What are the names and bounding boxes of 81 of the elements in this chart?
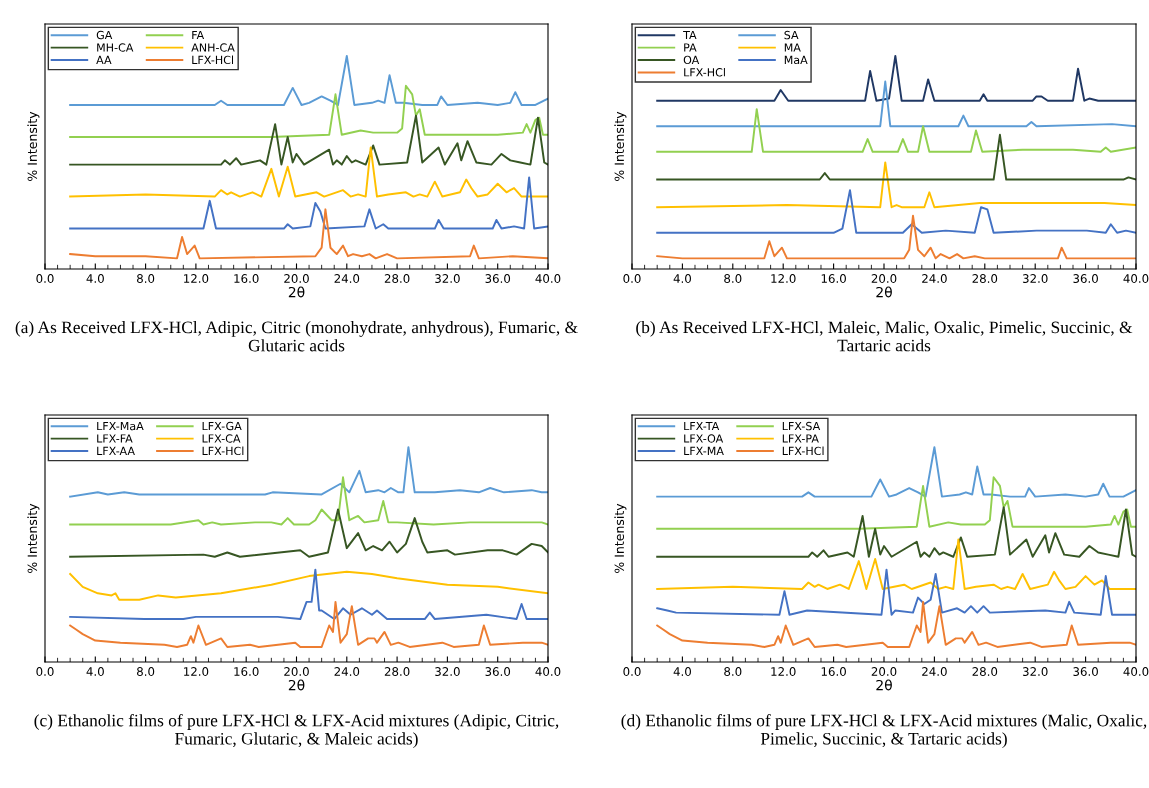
- x-tick-label: 40.0: [535, 667, 561, 676]
- y-axis-title: % Intensity: [614, 111, 627, 181]
- text: (b) As Received LFX-HCl, Maleic, Malic, Oxalic, Pimelic, Succinic, & Tartaric acids: [636, 321, 1133, 352]
- legend-label: MA: [784, 43, 801, 52]
- x-tick-label: 28.0: [384, 667, 410, 676]
- x-tick-label: 40.0: [1123, 274, 1149, 283]
- x-axis-title: 2θ: [876, 679, 892, 691]
- x-tick-label: 0.0: [36, 667, 54, 676]
- legend-label: MH-CA: [97, 43, 134, 52]
- legend-label: SA: [784, 30, 799, 40]
- x-tick-label: 4.0: [673, 667, 691, 676]
- legend-label: LFX-SA: [782, 421, 821, 431]
- legend-label: LFX-HCl: [782, 446, 824, 456]
- x-tick-label: 36.0: [1073, 667, 1098, 676]
- legend-label: LFX-CA: [202, 434, 241, 443]
- legend-label: LFX-TA: [684, 422, 720, 431]
- x-tick-label: 36.0: [485, 274, 511, 283]
- x-tick-label: 24.0: [334, 667, 360, 676]
- x-tick-label: 24.0: [334, 274, 360, 283]
- legend-label: FA: [192, 31, 205, 40]
- legend-label: TA: [683, 31, 697, 40]
- legend-label: LFX-OA: [684, 434, 724, 443]
- x-tick-label: 0.0: [623, 667, 641, 676]
- legend-label: PA: [684, 43, 697, 52]
- x-tick-label: 16.0: [821, 667, 846, 676]
- x-tick-label: 32.0: [1022, 274, 1048, 283]
- x-tick-label: 8.0: [724, 274, 742, 283]
- legend-label: LFX-AA: [97, 446, 135, 455]
- legend-label: AA: [96, 55, 112, 64]
- x-tick-label: 40.0: [535, 274, 561, 283]
- x-tick-label: 12.0: [184, 274, 209, 283]
- x-tick-label: 12.0: [771, 274, 796, 283]
- y-axis-title: % Intensity: [27, 111, 40, 181]
- x-tick-label: 16.0: [234, 274, 259, 283]
- x-tick-label: 8.0: [137, 667, 155, 676]
- x-tick-label: 32.0: [1022, 667, 1048, 676]
- text: (d) Ethanolic films of pure LFX-HCl & LFX-Acid mixtures (Malic, Oxalic, Pimelic, Succinic, & Tartaric acids): [621, 714, 1147, 749]
- x-tick-label: 8.0: [137, 274, 155, 283]
- x-tick-label: 36.0: [485, 667, 511, 676]
- x-tick-label: 20.0: [284, 274, 309, 283]
- x-tick-label: 36.0: [1073, 274, 1098, 283]
- x-tick-label: 24.0: [922, 667, 947, 676]
- y-axis-title: % Intensity: [614, 503, 627, 573]
- y-axis-title: % Intensity: [27, 503, 40, 573]
- legend-label: MaA: [784, 55, 808, 65]
- legend-label: LFX-FA: [97, 434, 133, 443]
- x-tick-label: 0.0: [36, 274, 54, 283]
- legend-label: LFX-GA: [202, 421, 242, 431]
- x-tick-label: 16.0: [234, 667, 259, 676]
- x-tick-label: 32.0: [435, 667, 460, 676]
- legend-label: GA: [96, 30, 113, 40]
- x-tick-label: 0.0: [623, 274, 641, 283]
- x-tick-label: 28.0: [972, 667, 998, 676]
- x-tick-label: 4.0: [673, 274, 691, 283]
- x-axis-title: 2θ: [876, 286, 892, 298]
- x-axis-title: 2θ: [288, 286, 305, 298]
- legend-label: LFX-HCl: [684, 67, 725, 77]
- x-axis-title: 2θ: [288, 679, 305, 691]
- legend-label: LFX-PA: [782, 434, 819, 443]
- legend-label: ANH-CA: [191, 43, 235, 52]
- x-tick-label: 20.0: [871, 274, 897, 283]
- x-tick-label: 4.0: [86, 274, 104, 283]
- x-tick-label: 20.0: [871, 667, 897, 676]
- legend-label: LFX-HCl: [202, 446, 244, 456]
- x-tick-label: 8.0: [724, 667, 742, 676]
- legend-label: LFX-MA: [684, 446, 724, 455]
- text: (a) As Received LFX-HCl, Adipic, Citric (monohydrate, anhydrous), Fumaric, & Glutaric acids: [15, 321, 578, 352]
- text: (c) Ethanolic films of pure LFX-HCl & LFX-Acid mixtures (Adipic, Citric, Fumaric, Glutaric, & Maleic acids): [34, 714, 559, 749]
- x-tick-label: 20.0: [284, 667, 309, 676]
- legend-label: LFX-MaA: [97, 422, 144, 431]
- x-tick-label: 32.0: [435, 274, 460, 283]
- x-tick-label: 16.0: [821, 274, 846, 283]
- legend-label: OA: [683, 55, 700, 65]
- x-tick-label: 12.0: [771, 667, 796, 676]
- legend-label: LFX-HCl: [192, 55, 233, 65]
- x-tick-label: 24.0: [922, 274, 947, 283]
- x-tick-label: 12.0: [184, 667, 209, 676]
- x-tick-label: 40.0: [1123, 667, 1149, 676]
- x-tick-label: 28.0: [384, 274, 410, 283]
- x-tick-label: 28.0: [972, 274, 998, 283]
- x-tick-label: 4.0: [86, 667, 104, 676]
